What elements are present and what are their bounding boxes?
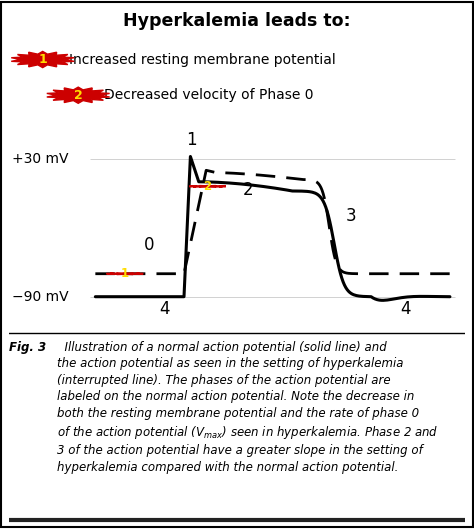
- Text: 1: 1: [121, 267, 129, 280]
- Text: Hyperkalemia leads to:: Hyperkalemia leads to:: [123, 12, 351, 31]
- Text: Decreased velocity of Phase 0: Decreased velocity of Phase 0: [104, 88, 314, 102]
- Text: 4: 4: [401, 300, 411, 318]
- Text: 2: 2: [74, 89, 82, 102]
- Text: −90 mV: −90 mV: [12, 290, 68, 304]
- Text: 2: 2: [203, 180, 212, 193]
- Polygon shape: [190, 186, 226, 187]
- Text: +30 mV: +30 mV: [12, 152, 68, 166]
- Text: 3: 3: [346, 207, 357, 225]
- Text: 1: 1: [186, 131, 197, 149]
- Polygon shape: [47, 87, 109, 103]
- Text: Illustration of a normal action potential (solid line) and
the action potential : Illustration of a normal action potentia…: [57, 341, 438, 474]
- Text: 0: 0: [144, 236, 155, 254]
- Text: 2: 2: [243, 181, 253, 199]
- Polygon shape: [11, 51, 74, 68]
- Text: 4: 4: [159, 300, 170, 318]
- Polygon shape: [107, 273, 143, 275]
- Text: 1: 1: [38, 53, 47, 66]
- Text: Fig. 3: Fig. 3: [9, 341, 46, 354]
- Text: Increased resting membrane potential: Increased resting membrane potential: [69, 52, 336, 67]
